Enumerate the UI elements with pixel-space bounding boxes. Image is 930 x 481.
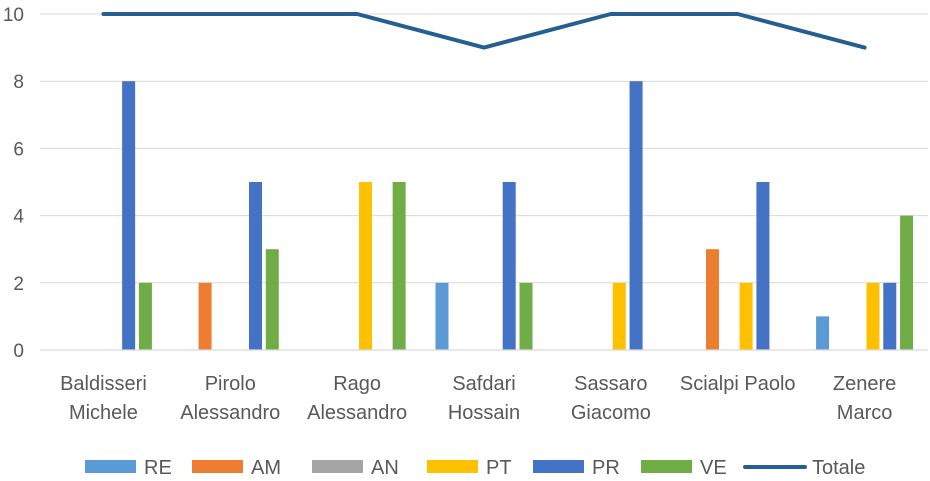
bar-re — [816, 316, 830, 350]
category-label: Rago — [333, 373, 381, 395]
category-label: Hossain — [448, 402, 520, 424]
category-label: Michele — [69, 402, 138, 424]
category-label: Pirolo — [205, 373, 256, 395]
bars — [122, 81, 914, 350]
category-label: Giacomo — [571, 402, 651, 424]
bar-ve — [265, 249, 279, 350]
category-label: Scialpi Paolo — [680, 373, 796, 395]
y-tick-label: 10 — [3, 5, 24, 26]
gridlines — [40, 13, 928, 284]
category-label: Marco — [837, 402, 893, 424]
legend-label: Totale — [812, 457, 865, 479]
legend-swatch-re — [85, 460, 136, 473]
legend-label: RE — [144, 457, 172, 479]
bar-pr — [756, 182, 770, 350]
bar-pr — [122, 81, 136, 350]
y-tick-label: 4 — [13, 207, 24, 228]
legend-swatch-ve — [641, 460, 692, 473]
legend-label: AN — [371, 457, 399, 479]
bar-pt — [866, 282, 880, 350]
bar-ve — [519, 282, 533, 350]
legend-swatch-pt — [427, 460, 478, 473]
bar-re — [435, 282, 449, 350]
bar-am — [706, 249, 720, 350]
category-label: Safdari — [452, 373, 515, 395]
legend: RE AM AN PT PR VE Totale — [85, 457, 865, 479]
bar-ve — [392, 182, 406, 350]
bar-pr — [883, 282, 897, 350]
bar-ve — [138, 282, 152, 350]
y-tick-label: 8 — [13, 72, 24, 93]
legend-label: PR — [592, 457, 620, 479]
bar-ve — [900, 215, 914, 350]
category-label: Sassaro — [574, 373, 647, 395]
legend-swatch-pr — [533, 460, 584, 473]
legend-swatch-an — [312, 460, 363, 473]
category-label: Alessandro — [307, 402, 407, 424]
y-tick-label: 0 — [13, 341, 24, 362]
y-axis-ticks: 0 2 4 6 8 10 — [3, 5, 25, 362]
category-label: Zenere — [833, 373, 896, 395]
bar-pt — [739, 282, 753, 350]
bar-pr — [629, 81, 643, 350]
legend-label: PT — [486, 457, 512, 479]
legend-label: VE — [700, 457, 727, 479]
totale-line — [101, 12, 867, 50]
category-labels: Baldisseri Michele Pirolo Alessandro Rago Ale… — [60, 373, 896, 424]
totale-line-path — [101, 12, 867, 50]
bar-pt — [359, 182, 373, 350]
y-tick-label: 2 — [13, 274, 24, 295]
category-label: Alessandro — [180, 402, 280, 424]
bar-pr — [502, 182, 516, 350]
legend-swatch-am — [192, 460, 243, 473]
y-tick-label: 6 — [13, 139, 24, 160]
category-label: Baldisseri — [60, 373, 147, 395]
bar-pt — [612, 282, 626, 350]
legend-label: AM — [251, 457, 281, 479]
bar-am — [198, 282, 212, 350]
bar-pr — [248, 182, 262, 350]
